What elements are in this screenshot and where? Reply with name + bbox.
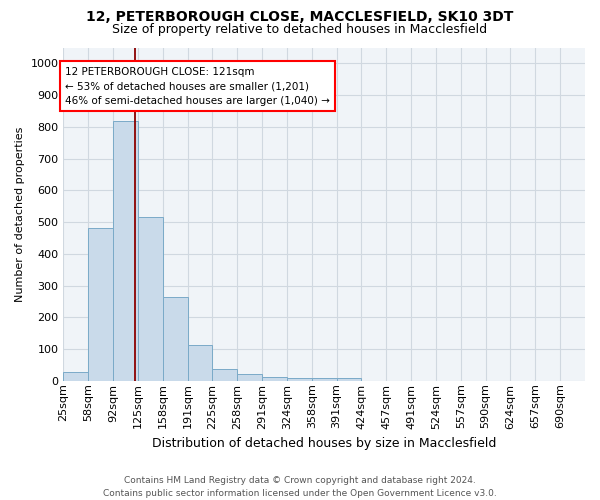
Text: 12, PETERBOROUGH CLOSE, MACCLESFIELD, SK10 3DT: 12, PETERBOROUGH CLOSE, MACCLESFIELD, SK… xyxy=(86,10,514,24)
Bar xyxy=(287,378,312,381)
Bar xyxy=(88,228,113,381)
Bar xyxy=(262,377,287,381)
Bar xyxy=(188,345,212,381)
Bar xyxy=(312,378,337,381)
Bar xyxy=(163,296,188,381)
Y-axis label: Number of detached properties: Number of detached properties xyxy=(15,126,25,302)
Text: Size of property relative to detached houses in Macclesfield: Size of property relative to detached ho… xyxy=(112,22,488,36)
X-axis label: Distribution of detached houses by size in Macclesfield: Distribution of detached houses by size … xyxy=(152,437,496,450)
Text: 12 PETERBOROUGH CLOSE: 121sqm
← 53% of detached houses are smaller (1,201)
46% o: 12 PETERBOROUGH CLOSE: 121sqm ← 53% of d… xyxy=(65,66,330,106)
Text: Contains HM Land Registry data © Crown copyright and database right 2024.
Contai: Contains HM Land Registry data © Crown c… xyxy=(103,476,497,498)
Bar xyxy=(138,218,163,381)
Bar xyxy=(212,368,237,381)
Bar xyxy=(237,374,262,381)
Bar xyxy=(113,120,138,381)
Bar xyxy=(64,372,88,381)
Bar xyxy=(337,378,361,381)
